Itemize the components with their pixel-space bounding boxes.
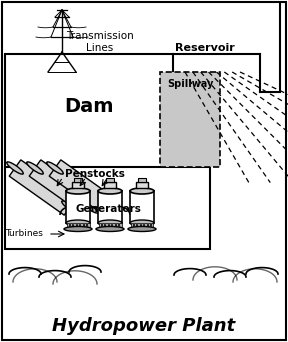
- Bar: [119, 223, 122, 229]
- Polygon shape: [29, 160, 96, 215]
- Ellipse shape: [102, 201, 118, 213]
- Bar: [148, 223, 150, 229]
- Ellipse shape: [98, 188, 122, 194]
- Ellipse shape: [66, 188, 90, 194]
- Ellipse shape: [66, 220, 90, 226]
- Ellipse shape: [130, 220, 154, 226]
- Ellipse shape: [98, 220, 122, 226]
- Bar: [80, 223, 83, 229]
- Text: Hydropower Plant: Hydropower Plant: [52, 317, 236, 335]
- Bar: [102, 223, 104, 229]
- Bar: [130, 191, 154, 223]
- Text: Dam: Dam: [64, 97, 114, 116]
- Ellipse shape: [62, 201, 78, 213]
- Bar: [151, 223, 154, 229]
- Bar: [5, 54, 173, 169]
- Text: Reservoir: Reservoir: [175, 43, 235, 53]
- Bar: [87, 223, 90, 229]
- Bar: [130, 223, 133, 229]
- Ellipse shape: [96, 226, 124, 232]
- Bar: [134, 223, 136, 229]
- Bar: [137, 223, 140, 229]
- Ellipse shape: [47, 162, 63, 174]
- Bar: [138, 178, 146, 182]
- Bar: [73, 223, 76, 229]
- Bar: [70, 223, 72, 229]
- Text: Turbines: Turbines: [5, 229, 43, 238]
- Ellipse shape: [7, 162, 23, 174]
- Bar: [116, 223, 118, 229]
- Bar: [141, 223, 143, 229]
- Bar: [160, 72, 220, 167]
- Bar: [98, 191, 122, 223]
- Ellipse shape: [64, 226, 92, 232]
- Text: Transmission
Lines: Transmission Lines: [66, 31, 134, 53]
- Bar: [98, 223, 101, 229]
- Ellipse shape: [27, 162, 43, 174]
- Bar: [112, 223, 115, 229]
- Polygon shape: [49, 160, 116, 215]
- Bar: [136, 182, 148, 188]
- Bar: [72, 182, 84, 188]
- Ellipse shape: [128, 226, 156, 232]
- Bar: [144, 223, 147, 229]
- Bar: [5, 167, 210, 249]
- Ellipse shape: [82, 201, 98, 213]
- Bar: [77, 223, 79, 229]
- Text: Generators: Generators: [75, 204, 141, 214]
- Ellipse shape: [130, 188, 154, 194]
- Text: Spillway: Spillway: [167, 79, 213, 89]
- Text: Penstocks: Penstocks: [65, 169, 125, 179]
- Bar: [84, 223, 86, 229]
- Bar: [104, 182, 116, 188]
- Bar: [66, 191, 90, 223]
- Bar: [74, 178, 82, 182]
- Bar: [67, 223, 69, 229]
- Polygon shape: [9, 160, 76, 215]
- Bar: [106, 178, 114, 182]
- Bar: [105, 223, 108, 229]
- Bar: [109, 223, 111, 229]
